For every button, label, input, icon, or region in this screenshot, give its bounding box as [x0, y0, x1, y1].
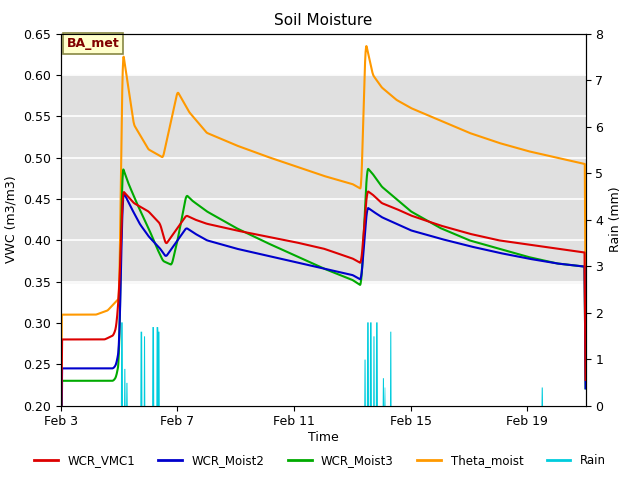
X-axis label: Time: Time — [308, 431, 339, 444]
Y-axis label: Rain (mm): Rain (mm) — [609, 187, 622, 252]
Y-axis label: VWC (m3/m3): VWC (m3/m3) — [4, 176, 17, 264]
Bar — [61, 75, 586, 282]
Title: Soil Moisture: Soil Moisture — [274, 13, 372, 28]
Text: BA_met: BA_met — [67, 37, 120, 50]
Legend: WCR_VMC1, WCR_Moist2, WCR_Moist3, Theta_moist, Rain: WCR_VMC1, WCR_Moist2, WCR_Moist3, Theta_… — [29, 449, 611, 472]
